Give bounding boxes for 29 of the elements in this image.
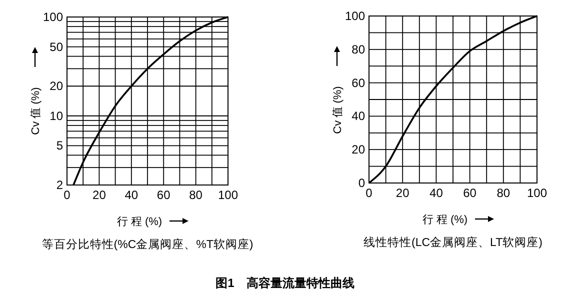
y-tick-label: 0 bbox=[358, 176, 366, 190]
x-axis-title: 行 程 (%) bbox=[422, 214, 468, 226]
text: 线性特性(LC金属阀座、LT软阀座) bbox=[364, 235, 543, 249]
text: 等百分比特性(%C金属阀座、%T软阀座) bbox=[42, 237, 254, 251]
y-tick-label: 40 bbox=[352, 109, 366, 124]
x-tick-label: 60 bbox=[463, 186, 477, 200]
y-tick-label: 100 bbox=[344, 9, 366, 23]
x-tick-label: 20 bbox=[396, 186, 410, 200]
x-tick-label: 20 bbox=[92, 188, 106, 202]
y-axis-title: Cv 值 (%) bbox=[332, 86, 344, 134]
x-axis-title: 行 程 (%) bbox=[116, 216, 162, 228]
y-tick-label: 10 bbox=[50, 108, 64, 123]
y-axis-title: Cv 值 (%) bbox=[30, 87, 42, 135]
x-tick-label: 100 bbox=[526, 186, 548, 200]
y-tick-label: 20 bbox=[50, 79, 64, 94]
x-tick-label: 100 bbox=[218, 188, 238, 202]
caption: 图1 高容量流量特性曲线 bbox=[216, 276, 354, 290]
x-tick-label: 40 bbox=[124, 188, 138, 202]
x-tick-label: 80 bbox=[496, 186, 510, 200]
y-tick-label: 20 bbox=[352, 142, 366, 157]
y-tick-label: 80 bbox=[352, 42, 366, 56]
x-tick-label: 80 bbox=[189, 188, 203, 202]
y-tick-label: 2 bbox=[56, 178, 64, 192]
y-tick-label: 100 bbox=[42, 10, 64, 24]
x-tick-label: 40 bbox=[430, 186, 444, 200]
x-tick-label: 60 bbox=[156, 188, 171, 202]
y-tick-label: 50 bbox=[50, 40, 64, 54]
y-tick-label: 5 bbox=[56, 138, 64, 153]
y-tick-label: 60 bbox=[352, 76, 366, 90]
